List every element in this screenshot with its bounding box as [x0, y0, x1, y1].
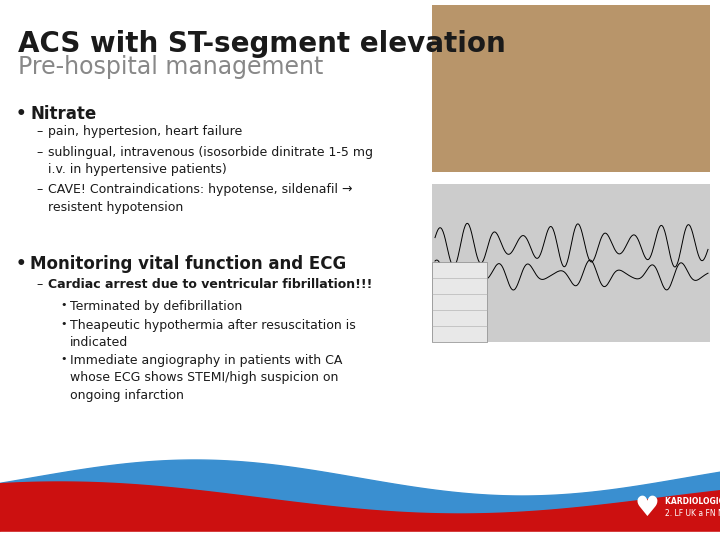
Text: KARDIOLOGICKA KLINIKA: KARDIOLOGICKA KLINIKA — [665, 496, 720, 505]
Text: –: – — [36, 183, 42, 196]
Bar — [432, 262, 487, 342]
Text: •: • — [60, 319, 66, 329]
Bar — [432, 184, 710, 342]
Text: Immediate angiography in patients with CA
whose ECG shows STEMI/high suspicion o: Immediate angiography in patients with C… — [70, 354, 343, 402]
Text: pain, hypertesion, heart failure: pain, hypertesion, heart failure — [48, 125, 242, 138]
Text: –: – — [36, 278, 42, 291]
Text: CAVE! Contraindications: hypotense, sildenafil →
resistent hypotension: CAVE! Contraindications: hypotense, sild… — [48, 183, 353, 213]
Text: Pre-hospital management: Pre-hospital management — [18, 55, 323, 79]
Text: •: • — [16, 255, 27, 273]
Text: •: • — [60, 354, 66, 364]
Text: Cardiac arrest due to ventricular fibrillation!!!: Cardiac arrest due to ventricular fibril… — [48, 278, 372, 291]
Text: –: – — [36, 146, 42, 159]
Text: ♥: ♥ — [634, 494, 660, 522]
Text: 2. LF UK a FN MOTOL: 2. LF UK a FN MOTOL — [665, 509, 720, 517]
Text: •: • — [16, 105, 27, 123]
Text: –: – — [36, 125, 42, 138]
Text: •: • — [60, 300, 66, 310]
Text: ACS with ST-segment elevation: ACS with ST-segment elevation — [18, 30, 505, 58]
Bar — [432, 5, 710, 172]
Text: Monitoring vital function and ECG: Monitoring vital function and ECG — [30, 255, 346, 273]
Text: Theapeutic hypothermia after resuscitation is
indicated: Theapeutic hypothermia after resuscitati… — [70, 319, 356, 349]
Text: Terminated by defibrillation: Terminated by defibrillation — [70, 300, 242, 313]
Text: sublingual, intravenous (isosorbide dinitrate 1-5 mg
i.v. in hypertensive patien: sublingual, intravenous (isosorbide dini… — [48, 146, 373, 177]
Text: Nitrate: Nitrate — [30, 105, 96, 123]
